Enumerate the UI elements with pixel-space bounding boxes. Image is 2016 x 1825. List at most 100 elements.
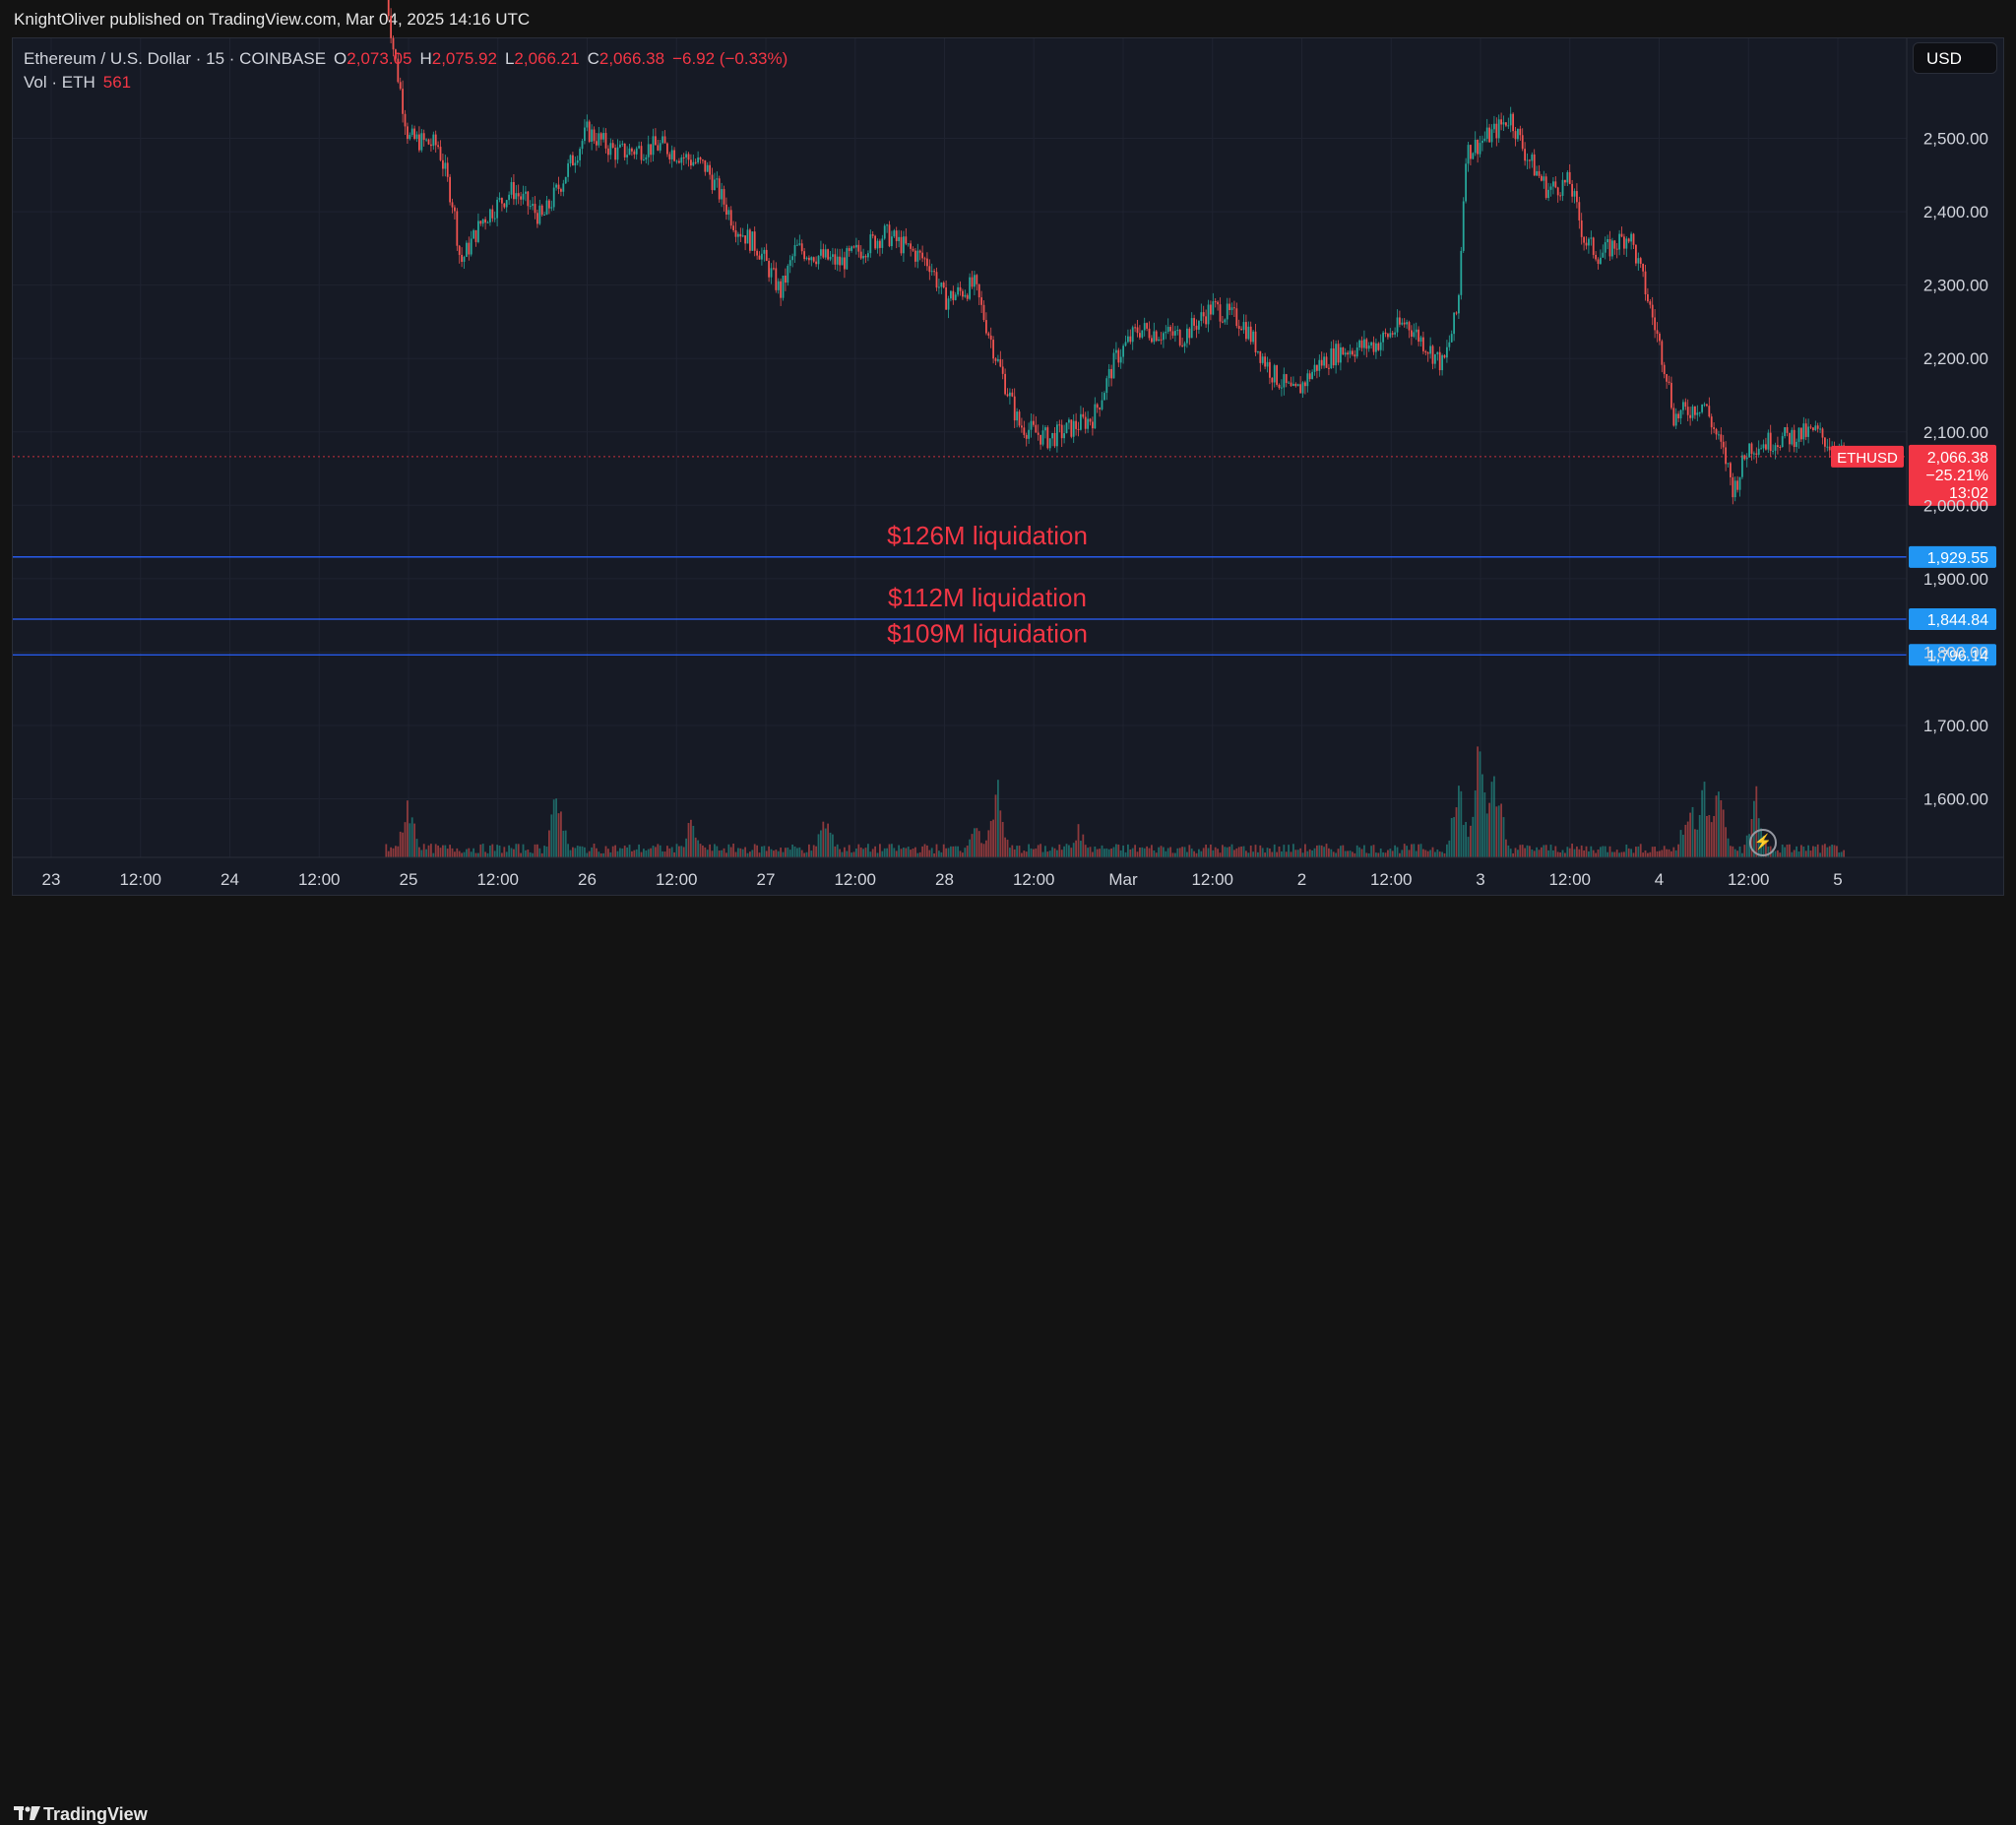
volume-bar xyxy=(1037,845,1040,857)
volume-bar xyxy=(775,850,778,857)
volume-bar xyxy=(1186,851,1188,857)
tradingview-logo-icon[interactable] xyxy=(14,1805,41,1821)
lightning-icon[interactable]: ⚡ xyxy=(1749,829,1777,856)
price-chart[interactable]: ETHUSD 2,066.38−25.21%13:02$126M liquidat… xyxy=(0,0,2016,896)
candle-body xyxy=(1207,304,1210,325)
volume-bar xyxy=(1372,845,1375,857)
volume-bar xyxy=(716,846,719,857)
x-tick-label: 12:00 xyxy=(656,870,698,889)
volume-bar xyxy=(655,847,657,857)
x-tick-label: 12:00 xyxy=(476,870,519,889)
candle-body xyxy=(1592,237,1595,255)
volume-bar xyxy=(1075,840,1078,857)
volume-bar xyxy=(1531,849,1534,857)
volume-bar xyxy=(545,846,548,857)
candle-body xyxy=(706,164,709,172)
volume-bar xyxy=(647,849,650,857)
chart-frame[interactable] xyxy=(12,37,2004,896)
volume-bar xyxy=(1166,848,1169,857)
volume-bar xyxy=(1521,845,1524,857)
candle-body xyxy=(930,271,933,273)
candle-body xyxy=(407,126,409,140)
volume-bar xyxy=(871,849,874,857)
volume-bar xyxy=(1663,846,1666,857)
candle-body xyxy=(1110,368,1113,379)
volume-bar xyxy=(581,846,584,857)
volume-bar xyxy=(848,845,850,857)
symbol-title[interactable]: Ethereum / U.S. Dollar · 15 · COINBASE xyxy=(24,49,327,68)
candle-body xyxy=(1611,240,1613,257)
candle-body xyxy=(635,148,638,155)
volume-bar xyxy=(599,852,602,857)
volume-bar xyxy=(1595,852,1598,857)
candle-body xyxy=(1694,406,1696,415)
volume-bar xyxy=(1488,802,1491,857)
candle-body xyxy=(718,178,721,200)
volume-label[interactable]: Vol · ETH xyxy=(24,73,95,92)
candle-body xyxy=(1448,342,1451,347)
volume-bar xyxy=(395,846,397,857)
candle-body xyxy=(501,198,503,204)
candle-body xyxy=(1075,420,1078,429)
volume-bar xyxy=(1509,849,1512,857)
volume-bar xyxy=(1644,850,1647,857)
candle-body xyxy=(962,290,964,297)
candle-body xyxy=(1762,444,1765,449)
y-tick-label: 1,900.00 xyxy=(1923,570,1988,589)
candle-body xyxy=(980,297,983,305)
candle-body xyxy=(1713,427,1716,429)
volume-bar xyxy=(1222,845,1224,857)
volume-bar xyxy=(1485,813,1488,857)
candle-body xyxy=(1158,339,1161,342)
y-tick-label: 2,300.00 xyxy=(1923,277,1988,295)
candle-body xyxy=(397,58,400,83)
volume-bar xyxy=(1178,848,1181,857)
volume-bar xyxy=(1193,850,1196,857)
volume-bar xyxy=(1058,844,1061,857)
volume-bar xyxy=(1233,850,1235,857)
candle-body xyxy=(1804,423,1807,437)
candle-body xyxy=(413,128,416,140)
candle-body xyxy=(886,224,889,226)
candle-body xyxy=(489,209,491,222)
candle-body xyxy=(555,184,558,188)
candle-body xyxy=(1672,408,1675,426)
level-tag-bg xyxy=(1909,545,1996,568)
candle-body xyxy=(1163,333,1165,341)
candle-body xyxy=(1552,181,1554,187)
volume-bar xyxy=(557,813,560,857)
volume-bar xyxy=(916,852,919,857)
candle-body xyxy=(1060,424,1063,439)
candle-body xyxy=(1431,346,1434,364)
candle-body xyxy=(812,257,815,262)
candle-body xyxy=(652,136,655,156)
candle-body xyxy=(560,189,562,192)
volume-bar xyxy=(1802,846,1805,857)
candle-body xyxy=(704,159,707,172)
candle-body xyxy=(1103,393,1105,401)
candle-body xyxy=(1320,359,1323,366)
candle-body xyxy=(758,255,761,260)
candle-body xyxy=(599,133,602,140)
candle-body xyxy=(714,179,716,191)
candle-body xyxy=(1514,131,1517,140)
tradingview-brand[interactable]: TradingView xyxy=(43,1804,148,1824)
volume-bar xyxy=(1507,845,1510,857)
candle-body xyxy=(1249,326,1252,343)
volume-bar xyxy=(1355,845,1358,857)
volume-bar xyxy=(1450,818,1453,857)
candle-body xyxy=(994,358,997,361)
candle-body xyxy=(1568,171,1571,184)
currency-button[interactable]: USD xyxy=(1913,42,1997,74)
candle-body xyxy=(1608,238,1611,257)
volume-bar xyxy=(1647,852,1649,857)
candle-body xyxy=(751,231,754,251)
candle-body xyxy=(1143,323,1146,331)
candle-body xyxy=(815,261,818,265)
candle-body xyxy=(593,129,596,142)
volume-bar xyxy=(1431,847,1434,857)
volume-bar xyxy=(1285,851,1288,857)
price-tag-value: 2,066.38 xyxy=(1927,450,1988,467)
candle-body xyxy=(1115,349,1117,353)
candle-body xyxy=(1615,248,1618,250)
